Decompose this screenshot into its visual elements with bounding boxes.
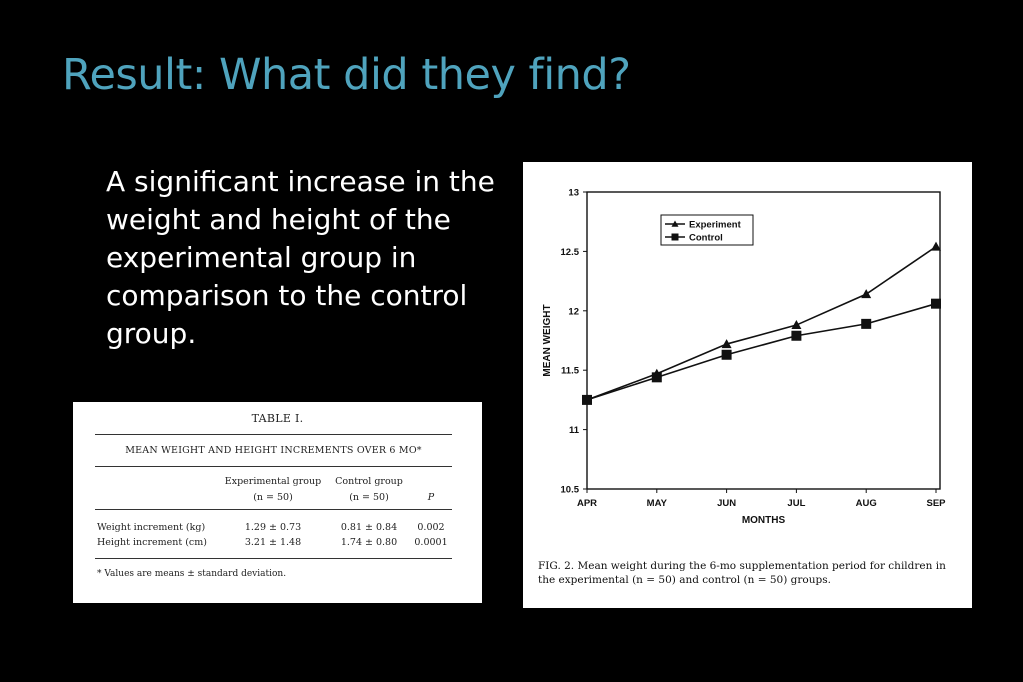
x-axis-label: MONTHS (742, 515, 786, 526)
table-col-header-p: P (427, 492, 435, 503)
y-tick-label: 10.5 (561, 485, 580, 496)
y-tick-label: 13 (568, 188, 579, 199)
table-cell: 0.0001 (414, 537, 448, 548)
y-tick-label: 12 (568, 306, 579, 317)
data-point-control (721, 349, 732, 360)
data-point-experiment (931, 241, 941, 251)
data-point-experiment (861, 289, 872, 299)
slide-title: Result: What did they find? (62, 50, 631, 100)
table-row-label: Height increment (cm) (97, 537, 207, 548)
y-tick-label: 11.5 (561, 366, 580, 377)
table-cell: 3.21 ± 1.48 (244, 537, 302, 548)
table-rule-top (95, 434, 452, 435)
y-tick-label: 11 (569, 425, 580, 436)
data-point-experiment (791, 320, 802, 330)
x-tick-label: APR (577, 498, 597, 509)
table-title: TABLE I. (251, 412, 304, 425)
table-rule-header (95, 509, 452, 510)
figure-caption: FIG. 2. Mean weight during the 6-mo supp… (538, 560, 946, 586)
x-tick-label: JUL (787, 498, 805, 509)
table-rule-bottom (95, 558, 452, 559)
x-tick-label: SEP (926, 498, 946, 509)
data-point-control (861, 318, 872, 329)
x-tick-label: MAY (647, 498, 668, 509)
y-tick-label: 12.5 (561, 247, 580, 258)
data-point-control (651, 372, 662, 383)
legend-marker-experiment (671, 220, 679, 227)
data-point-control (582, 394, 592, 405)
x-tick-label: AUG (856, 498, 877, 509)
weight-line-chart: 10.5 11 11.5 12 12.5 13 APR MAY JUN JUL AUG SEP MONT… (542, 188, 946, 527)
table-cell: 1.74 ± 0.80 (340, 537, 398, 548)
data-point-control (791, 330, 802, 341)
table-cell: 0.81 ± 0.84 (340, 522, 398, 533)
table-cell: 0.002 (417, 522, 445, 533)
table-col-header-control-n: (n = 50) (349, 492, 389, 503)
series-line-experiment (586, 245, 937, 401)
legend-label-experiment: Experiment (689, 220, 742, 231)
table-col-header-experimental-n: (n = 50) (253, 492, 293, 503)
table-col-header-control: Control group (335, 476, 403, 487)
plot-frame (586, 191, 941, 490)
series-line-control (586, 302, 937, 401)
legend-marker-control (671, 233, 679, 241)
y-axis-label: MEAN WEIGHT (542, 304, 553, 376)
results-table: TABLE I. MEAN WEIGHT AND HEIGHT INCREMEN… (73, 402, 482, 603)
table-footnote: * Values are means ± standard deviation. (97, 569, 287, 579)
legend-label-control: Control (689, 233, 723, 244)
table-subtitle: MEAN WEIGHT AND HEIGHT INCREMENTS OVER 6… (125, 445, 422, 456)
x-tick-label: JUN (717, 498, 736, 509)
data-point-control (931, 298, 941, 309)
table-cell: 1.29 ± 0.73 (244, 522, 302, 533)
figure-panel: 10.5 11 11.5 12 12.5 13 APR MAY JUN JUL AUG SEP MONT… (523, 162, 972, 608)
table-col-header-experimental: Experimental group (224, 476, 322, 487)
data-point-experiment (721, 339, 732, 349)
table-row-label: Weight increment (kg) (97, 522, 206, 533)
table-rule-subtitle (95, 466, 452, 467)
slide-body-text: A significant increase in the weight and… (106, 165, 495, 350)
